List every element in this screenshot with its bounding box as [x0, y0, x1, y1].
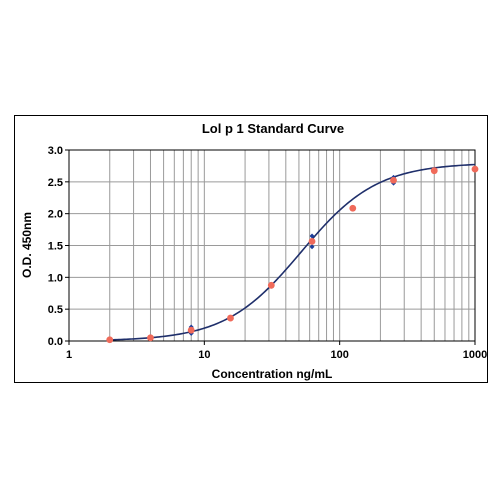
- y-tick-label: 3.0: [48, 145, 63, 157]
- x-tick-label: 1000: [463, 349, 487, 361]
- x-axis-ticks: 1 10 100 1000: [66, 341, 487, 361]
- mean-point: [106, 336, 114, 344]
- chart-frame: Lol p 1 Standard Curve 0.0 0.5 1.0 1.5 2.0 2.…: [14, 115, 488, 383]
- mean-point: [390, 176, 397, 184]
- y-tick-label: 0.0: [48, 336, 63, 348]
- mean-point: [187, 326, 195, 334]
- mean-point: [471, 165, 479, 173]
- y-tick-label: 2.0: [48, 209, 63, 221]
- fitted-curve: [109, 163, 476, 341]
- y-tick-label: 2.5: [48, 177, 63, 189]
- fitted-curve-layer: [109, 163, 476, 341]
- x-tick-label: 10: [198, 349, 210, 361]
- x-tick-label: 1: [66, 349, 72, 361]
- data-points-layer: [106, 165, 479, 344]
- y-axis-ticks: 0.0 0.5 1.0 1.5 2.0 2.5 3.0: [48, 145, 69, 348]
- mean-point: [349, 204, 357, 212]
- mean-point: [267, 281, 275, 289]
- y-tick-label: 1.5: [48, 241, 63, 253]
- mean-point: [227, 314, 234, 322]
- x-tick-label: 100: [330, 349, 348, 361]
- x-axis-title: Concentration ng/mL: [212, 367, 333, 381]
- grid: [69, 150, 475, 341]
- y-tick-label: 1.0: [48, 272, 63, 284]
- y-tick-label: 0.5: [48, 304, 63, 316]
- y-axis-title: O.D. 450nm: [20, 212, 34, 278]
- replicate-point: [309, 233, 315, 239]
- mean-point: [430, 167, 438, 175]
- standard-curve-chart: Lol p 1 Standard Curve 0.0 0.5 1.0 1.5 2.0 2.…: [20, 121, 487, 381]
- mean-point: [308, 237, 316, 245]
- replicate-point: [309, 244, 315, 250]
- mean-point: [147, 334, 154, 342]
- chart-title: Lol p 1 Standard Curve: [202, 121, 344, 136]
